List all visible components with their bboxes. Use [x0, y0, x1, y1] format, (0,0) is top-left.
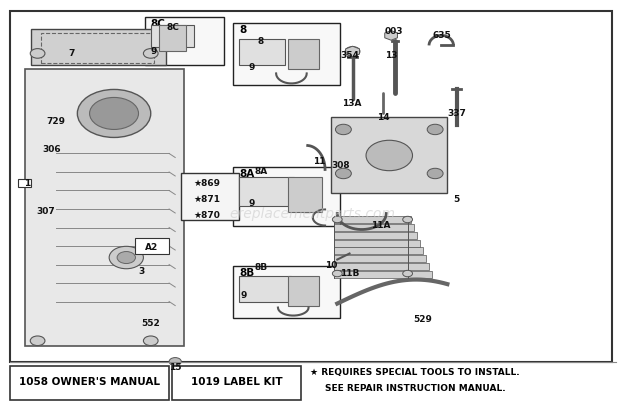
Text: 1019 LABEL KIT: 1019 LABEL KIT [190, 377, 282, 387]
Text: ereplacementparts.com: ereplacementparts.com [230, 206, 396, 220]
Bar [151, 25, 193, 48]
Circle shape [335, 168, 352, 179]
Circle shape [143, 336, 158, 346]
Bar [233, 23, 340, 85]
Circle shape [427, 168, 443, 179]
Text: 15: 15 [169, 363, 182, 372]
Bar [18, 179, 32, 187]
Bar [334, 232, 417, 239]
Bar [334, 271, 432, 278]
Text: 529: 529 [414, 315, 433, 324]
Bar [181, 173, 239, 220]
Bar [239, 276, 291, 301]
Text: 8A: 8A [239, 170, 255, 179]
Circle shape [143, 49, 158, 58]
Circle shape [332, 216, 342, 223]
Bar [135, 237, 169, 253]
Text: 1058 OWNER'S MANUAL: 1058 OWNER'S MANUAL [19, 377, 160, 387]
Text: 7: 7 [68, 49, 74, 58]
Text: 9: 9 [249, 199, 255, 208]
Circle shape [109, 246, 143, 269]
Circle shape [345, 47, 360, 56]
Bar [288, 177, 322, 212]
Bar [239, 177, 294, 206]
Text: 8: 8 [239, 25, 247, 35]
Bar [233, 168, 340, 226]
Circle shape [403, 216, 412, 223]
Bar [331, 117, 448, 193]
Text: ★870: ★870 [193, 211, 221, 220]
Circle shape [366, 140, 412, 171]
Circle shape [169, 357, 181, 366]
Text: SEE REPAIR INSTRUCTION MANUAL.: SEE REPAIR INSTRUCTION MANUAL. [325, 384, 506, 393]
Text: 8: 8 [258, 37, 264, 46]
FancyBboxPatch shape [10, 366, 169, 400]
Text: 9: 9 [241, 291, 247, 300]
Text: 635: 635 [432, 31, 451, 40]
Text: 308: 308 [331, 161, 350, 170]
Circle shape [403, 270, 412, 277]
Text: 11A: 11A [371, 221, 391, 230]
Bar [334, 255, 426, 262]
Text: 14: 14 [377, 113, 389, 122]
Bar [239, 39, 285, 65]
Circle shape [78, 89, 151, 137]
Text: 8B: 8B [239, 268, 255, 278]
Text: 354: 354 [340, 51, 359, 60]
Circle shape [117, 251, 135, 264]
Bar [32, 29, 166, 65]
Circle shape [30, 336, 45, 346]
Text: ★ REQUIRES SPECIAL TOOLS TO INSTALL.: ★ REQUIRES SPECIAL TOOLS TO INSTALL. [310, 368, 520, 377]
Text: 10: 10 [325, 261, 337, 270]
Circle shape [30, 49, 45, 58]
Text: 8C: 8C [166, 23, 179, 32]
Bar [233, 266, 340, 318]
Bar [10, 11, 613, 361]
Bar [334, 263, 429, 270]
Bar [288, 39, 319, 69]
Text: 003: 003 [385, 27, 404, 36]
Circle shape [332, 270, 342, 277]
Text: 337: 337 [448, 109, 466, 118]
Circle shape [335, 124, 352, 135]
Bar [334, 247, 423, 254]
Circle shape [427, 124, 443, 135]
Text: 11B: 11B [340, 269, 360, 278]
Text: 13: 13 [385, 51, 397, 60]
Text: A2: A2 [144, 243, 158, 252]
FancyBboxPatch shape [172, 366, 301, 400]
Text: 729: 729 [46, 117, 66, 126]
Text: ★871: ★871 [193, 195, 221, 204]
Bar [288, 276, 319, 305]
Bar [334, 240, 420, 247]
Text: 11: 11 [313, 157, 326, 166]
Text: 8C: 8C [151, 19, 166, 29]
Text: 13A: 13A [342, 99, 361, 108]
Text: 307: 307 [37, 207, 55, 216]
Bar [159, 25, 185, 52]
Text: 1: 1 [24, 179, 30, 188]
Polygon shape [25, 69, 184, 346]
Text: 5: 5 [453, 195, 460, 204]
Text: ★869: ★869 [193, 179, 221, 188]
Bar [144, 17, 224, 65]
Text: 552: 552 [141, 319, 161, 328]
Text: 9: 9 [249, 63, 255, 72]
Text: 8B: 8B [255, 263, 268, 272]
Text: 9: 9 [151, 47, 157, 56]
Bar [334, 216, 410, 223]
Circle shape [89, 98, 138, 129]
Bar [334, 224, 414, 231]
Text: 3: 3 [138, 267, 144, 276]
Text: 306: 306 [43, 145, 61, 154]
Bar [41, 33, 154, 63]
Text: 8A: 8A [255, 167, 268, 176]
